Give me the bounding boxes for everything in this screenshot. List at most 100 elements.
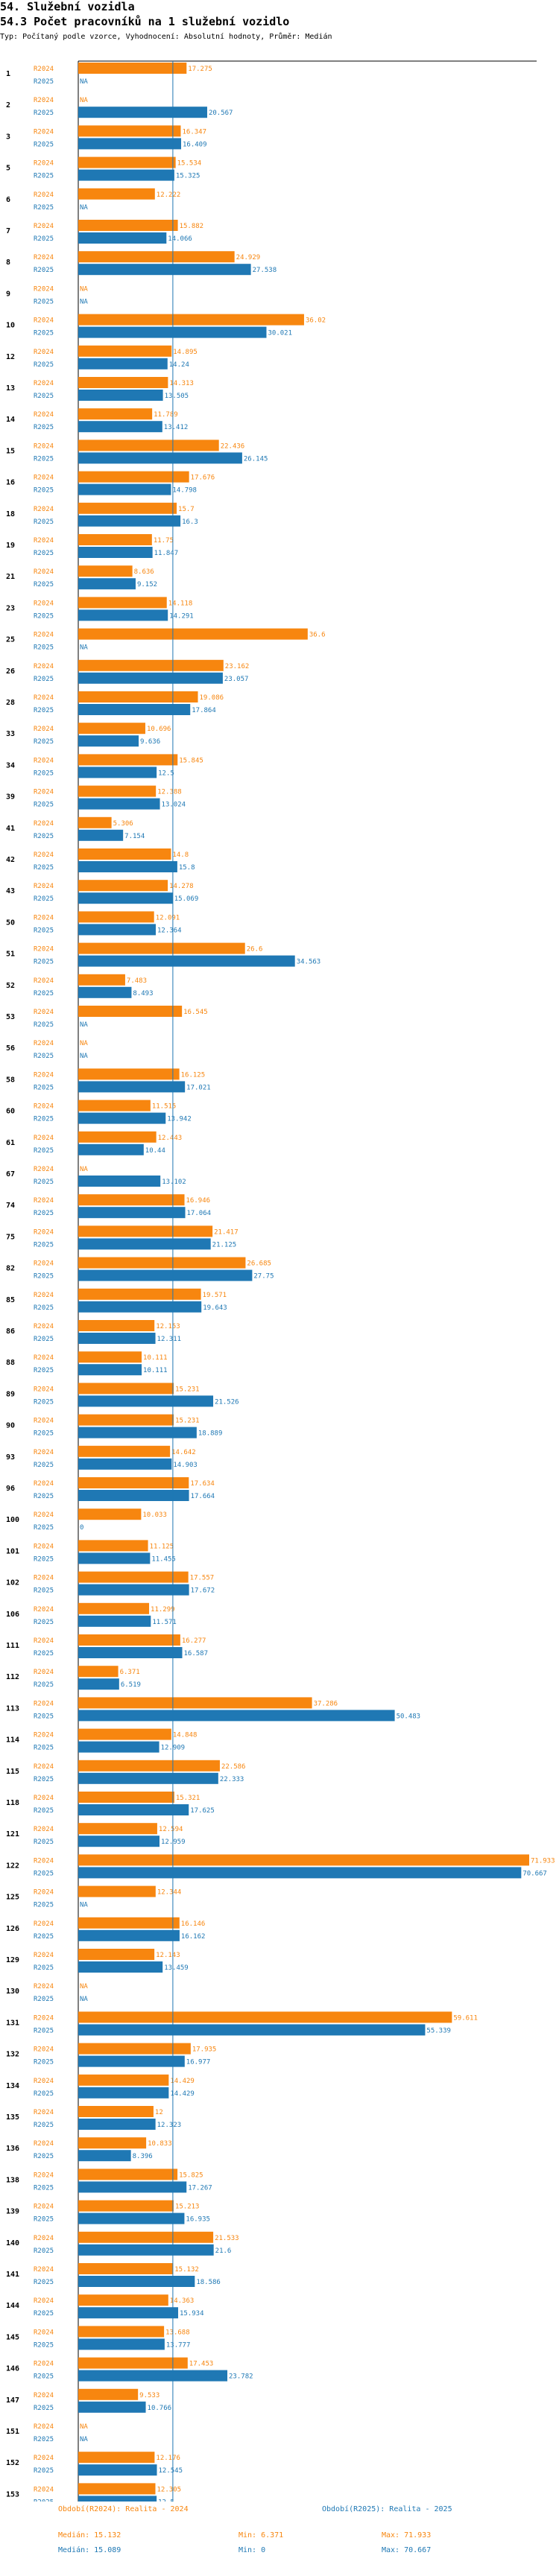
series-label: R2025	[34, 959, 54, 966]
series-label: R2024	[34, 1511, 54, 1519]
value-label: 11.299	[151, 1606, 175, 1614]
series-label: R2024	[34, 1637, 54, 1645]
series-label: R2025	[34, 2122, 54, 2129]
series-label: R2024	[34, 726, 54, 733]
category-label: 26	[6, 667, 15, 676]
series-label: R2024	[34, 1857, 54, 1865]
bar-2024	[78, 1257, 246, 1269]
series-label: R2024	[34, 1606, 54, 1614]
value-label: 14.848	[173, 1732, 198, 1739]
series-label: R2025	[34, 2310, 54, 2318]
series-label: R2024	[34, 1952, 54, 1959]
bar-2024	[78, 816, 112, 828]
value-label: 22.333	[220, 1776, 244, 1783]
series-label: R2024	[34, 2486, 54, 2493]
series-label: R2024	[34, 1669, 54, 1676]
category-label: 53	[6, 1013, 15, 1021]
category-label: 85	[6, 1296, 15, 1304]
category-label: 8	[6, 258, 10, 267]
series-label: R2025	[34, 173, 54, 180]
value-label: 12.443	[158, 1135, 183, 1142]
chart-header: 54. Služební vozidla 54.3 Počet pracovní…	[0, 0, 559, 51]
category-label: 138	[6, 2176, 19, 2184]
value-label: 36.6	[309, 632, 326, 639]
series-label: R2024	[34, 632, 54, 639]
value-label: 14.8	[172, 851, 189, 859]
bar-2024	[78, 2137, 147, 2149]
value-label: 16.935	[186, 2216, 210, 2224]
bar-2025	[78, 1772, 218, 1784]
bar-2025	[78, 452, 242, 464]
category-label: 146	[6, 2365, 19, 2373]
value-label: 11.571	[152, 1619, 177, 1626]
series-label: R2025	[34, 1555, 54, 1563]
bar-2024	[78, 2483, 156, 2495]
chart-title: 54.3 Počet pracovníků na 1 služební vozi…	[0, 15, 290, 28]
bar-2024	[78, 691, 198, 702]
bar-2024	[78, 2388, 139, 2400]
series-label: R2024	[34, 160, 54, 168]
series-label: R2025	[34, 1839, 54, 1846]
category-label: 113	[6, 1704, 19, 1713]
series-label: R2025	[34, 2247, 54, 2255]
series-label: R2025	[34, 1619, 54, 1626]
series-label: R2024	[34, 442, 54, 450]
value-label: 19.571	[203, 1292, 227, 1299]
category-label: 82	[6, 1265, 15, 1273]
bar-2025	[78, 1458, 172, 1470]
bar-2024	[78, 1949, 155, 1960]
bar-2025	[78, 2244, 214, 2256]
bar-2024	[78, 1445, 171, 1457]
bar-2025	[78, 1333, 156, 1344]
value-label: 10.766	[148, 2405, 172, 2412]
bar-2025	[78, 2087, 169, 2098]
category-label: 25	[6, 636, 15, 644]
bar-2025	[78, 2212, 185, 2224]
series-label: R2025	[34, 1367, 54, 1374]
series-label: R2024	[34, 2329, 54, 2336]
value-label: 15.825	[179, 2171, 203, 2179]
bar-2024	[78, 2106, 154, 2117]
legend-median-2025: Medián: 15.089	[58, 2546, 121, 2554]
category-label: 134	[6, 2082, 19, 2090]
category-label: 89	[6, 1390, 15, 1398]
series-label: R2025	[34, 1304, 54, 1312]
value-label: 6.371	[120, 1669, 140, 1676]
series-label: R2025	[34, 1524, 54, 1532]
value-label: NA	[80, 78, 88, 86]
value-label: 14.895	[173, 349, 198, 356]
value-label: 0	[80, 1524, 83, 1532]
bar-2025	[78, 1176, 161, 1187]
bar-2024	[78, 1383, 174, 1395]
series-label: R2024	[34, 2046, 54, 2054]
bar-2025	[78, 1207, 186, 1219]
value-label: 12.176	[156, 2455, 180, 2462]
bar-2024	[78, 2452, 155, 2464]
series-label: R2025	[34, 298, 54, 305]
bar-2025	[78, 798, 160, 810]
series-label: R2025	[34, 361, 54, 369]
series-label: R2025	[34, 738, 54, 746]
series-label: R2024	[34, 757, 54, 764]
value-label: 15.934	[180, 2310, 204, 2318]
section-title: 54. Služební vozidla	[0, 0, 135, 13]
value-label: 13.777	[166, 2341, 191, 2349]
bar-2024	[78, 723, 145, 735]
value-label: 15.213	[175, 2204, 200, 2211]
series-label: R2024	[34, 1983, 54, 1990]
legend-label-2024: Období(R2024): Realita - 2024	[58, 2505, 189, 2513]
value-label: 10.111	[143, 1354, 168, 1362]
value-label: 70.667	[522, 1870, 547, 1877]
value-label: 6.519	[121, 1681, 141, 1689]
bar-2025	[78, 2464, 157, 2476]
category-label: 106	[6, 1611, 19, 1619]
value-label: 17.557	[190, 1575, 215, 1582]
bar-2024	[78, 1414, 174, 1426]
series-label: R2025	[34, 1398, 54, 1406]
bar-2025	[78, 2119, 156, 2130]
bar-2024	[78, 471, 189, 483]
series-label: R2024	[34, 851, 54, 859]
value-label: 16.277	[182, 1637, 206, 1645]
bar-2025	[78, 892, 173, 904]
category-label: 115	[6, 1768, 19, 1776]
